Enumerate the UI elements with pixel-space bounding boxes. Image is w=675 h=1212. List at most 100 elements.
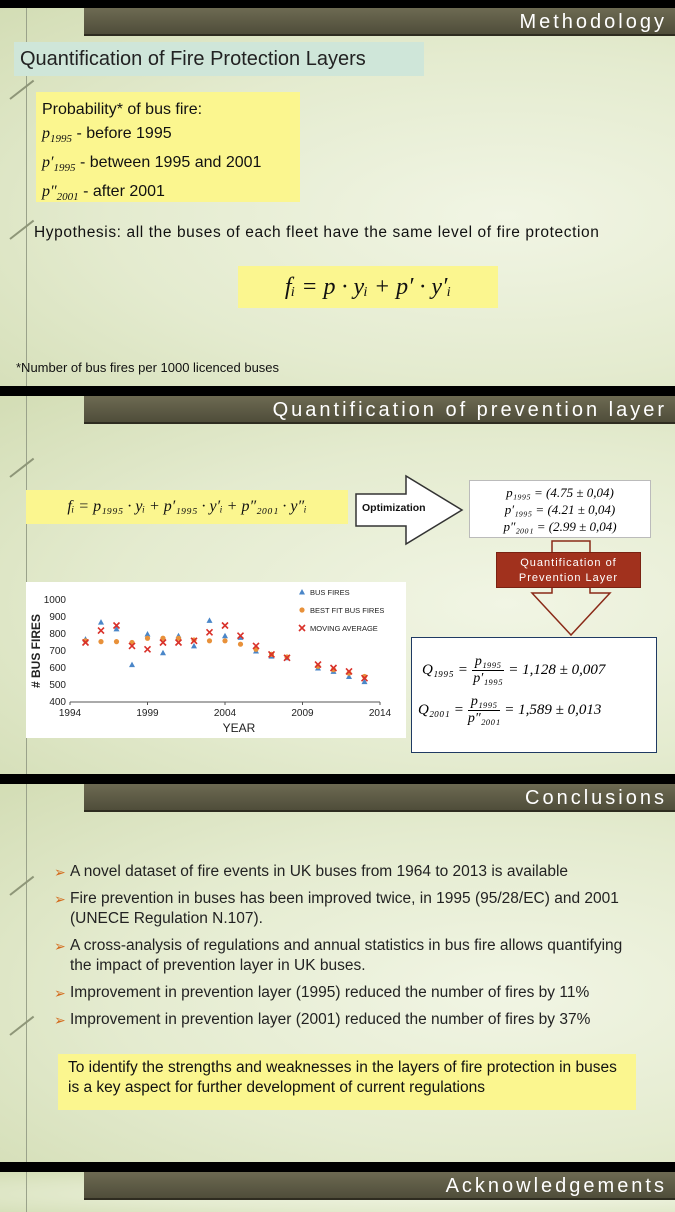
data-point-triangle xyxy=(191,642,197,649)
q-lhs: Q₁₉₉₅ xyxy=(422,662,454,678)
data-point-cross xyxy=(329,664,338,672)
arrow-bullet-icon: ➢ xyxy=(54,985,66,1001)
q-numerator: p₁₉₉₅ xyxy=(471,654,505,671)
data-point-dot xyxy=(222,638,228,644)
slide-prevention: Quantification of prevention layer fᵢ = … xyxy=(0,396,675,774)
conclusion-item: ➢ A novel dataset of fire events in UK bu… xyxy=(54,862,644,882)
probability-title: Probability* of bus fire: xyxy=(42,101,203,118)
data-point-cross xyxy=(345,667,353,675)
section-heading: Quantification of Fire Protection Layers xyxy=(14,42,424,76)
data-point-dot xyxy=(160,635,166,641)
q-rhs: = 1,128 ± 0,007 xyxy=(508,662,606,678)
formula-box: fᵢ = p₁₉₉₅ · yᵢ + p′₁₉₉₅ · y′ᵢ + p″₂₀₀₁ … xyxy=(26,490,348,524)
data-point-triangle xyxy=(346,673,352,679)
data-point-cross xyxy=(360,674,369,682)
x-tick-label: 1999 xyxy=(136,708,159,719)
footnote: *Number of bus fires per 1000 licenced b… xyxy=(16,360,280,375)
formula-box: fᵢ = p · yᵢ + p′ · y′ᵢ xyxy=(238,266,498,308)
data-point-triangle xyxy=(222,632,228,639)
data-point-triangle xyxy=(160,649,166,656)
legend-marker xyxy=(298,624,306,632)
data-point-triangle xyxy=(144,631,151,637)
data-point-cross xyxy=(236,632,245,640)
slide-methodology: Methodology Quantification of Fire Prote… xyxy=(0,8,675,386)
data-point-dot xyxy=(98,639,104,645)
data-point-cross xyxy=(205,628,214,636)
conclusion-text: A cross-analysis of regulations and annu… xyxy=(70,937,623,974)
conclusion-text: Improvement in prevention layer (2001) r… xyxy=(70,1011,591,1028)
result-line: p′₁₉₉₅ = (4.21 ± 0,04) xyxy=(504,502,616,517)
x-tick-label: 2009 xyxy=(291,708,314,719)
conclusion-item: ➢ Improvement in prevention layer (1995) … xyxy=(54,983,644,1003)
y-tick-label: 800 xyxy=(49,629,66,640)
data-point-dot xyxy=(144,635,151,641)
slide-acknowledgements: Acknowledgements xyxy=(0,1172,675,1212)
legend-marker xyxy=(299,589,305,595)
probability-description: - after 2001 xyxy=(78,183,165,201)
probability-line: p1995 - before 1995 xyxy=(42,122,300,151)
decorative-line xyxy=(26,1172,27,1212)
legend-label: MOVING AVERAGE xyxy=(310,624,378,633)
decorative-leaf xyxy=(9,1015,35,1036)
probability-description: - between 1995 and 2001 xyxy=(75,154,262,172)
q-lhs: Q₂₀₀₁ xyxy=(418,702,450,718)
conclusion-text: Improvement in prevention layer (1995) r… xyxy=(70,984,590,1001)
probability-symbol: p′1995 xyxy=(42,154,76,175)
data-point-cross xyxy=(221,621,229,630)
decorative-leaf xyxy=(9,219,35,240)
probability-box: Probability* of bus fire: p1995 - before… xyxy=(36,92,300,204)
result-line: p″₂₀₀₁ = (2.99 ± 0,04) xyxy=(503,519,617,534)
bus-fires-chart: 400 500 600 700 800 900 1000 1994 1999 2004 2009 20… xyxy=(26,582,406,738)
legend-marker xyxy=(299,607,305,613)
conclusion-text: A novel dataset of fire events in UK bus… xyxy=(70,863,569,880)
y-axis-label: # BUS FIRES xyxy=(29,614,43,688)
data-point-triangle xyxy=(361,678,368,685)
y-tick-label: 900 xyxy=(49,612,66,623)
y-tick-label: 700 xyxy=(49,646,66,657)
data-point-cross xyxy=(128,642,136,650)
decorative-leaf xyxy=(9,79,35,100)
x-tick-label: 1994 xyxy=(59,708,82,719)
data-point-dot xyxy=(113,639,120,645)
data-point-cross xyxy=(143,645,152,653)
hypothesis-text: Hypothesis: all the buses of each fleet … xyxy=(34,224,600,241)
probability-description: - before 1995 xyxy=(72,125,172,142)
data-point-cross xyxy=(159,638,167,647)
optimization-arrow xyxy=(355,474,464,546)
quantification-label-line: Prevention Layer xyxy=(518,572,619,584)
arrow-bullet-icon: ➢ xyxy=(54,1012,66,1028)
slide-header: Quantification of prevention layer xyxy=(84,396,675,424)
slide-header: Conclusions xyxy=(84,784,675,812)
q-denominator: p′₁₉₉₅ xyxy=(473,671,503,686)
data-point-dot xyxy=(206,638,213,644)
data-point-cross xyxy=(314,661,322,669)
legend-label: BUS FIRES xyxy=(310,588,350,597)
summary-box: To identify the strengths and weaknesses… xyxy=(58,1054,636,1110)
data-point-cross xyxy=(97,627,105,635)
data-point-cross xyxy=(174,638,183,647)
conclusion-item: ➢ Fire prevention in buses has been impro… xyxy=(54,889,644,929)
probability-line: p″2001 - after 2001 xyxy=(42,180,300,209)
q-rhs: = 1,589 ± 0,013 xyxy=(504,702,602,718)
data-point-triangle xyxy=(206,617,213,623)
probability-symbol: p″2001 xyxy=(42,183,79,204)
arrow-bullet-icon: ➢ xyxy=(54,891,66,907)
decorative-leaf xyxy=(9,457,35,478)
quantification-label: Quantification of Prevention Layer xyxy=(496,552,641,588)
data-point-triangle xyxy=(113,625,120,632)
conclusions-list: ➢ A novel dataset of fire events in UK bu… xyxy=(54,862,644,1037)
conclusion-text: Fire prevention in buses has been improv… xyxy=(70,890,619,927)
legend-label: BEST FIT BUS FIRES xyxy=(310,606,384,615)
conclusion-item: ➢ A cross-analysis of regulations and ann… xyxy=(54,936,644,976)
y-tick-label: 500 xyxy=(49,680,66,691)
x-tick-label: 2014 xyxy=(369,708,392,719)
data-point-dot xyxy=(237,641,244,647)
data-point-triangle xyxy=(98,619,104,625)
decorative-leaf xyxy=(9,875,35,896)
x-axis-label: YEAR xyxy=(223,721,256,735)
data-point-cross xyxy=(190,637,198,645)
conclusion-item: ➢ Improvement in prevention layer (2001) … xyxy=(54,1010,644,1030)
q-results-box: Q₁₉₉₅ = p₁₉₉₅ p′₁₉₉₅ = 1,128 ± 0,007 Q₂₀… xyxy=(411,637,657,753)
slide-conclusions: Conclusions ➢ A novel dataset of fire eve… xyxy=(0,784,675,1162)
data-point-cross xyxy=(252,642,260,650)
